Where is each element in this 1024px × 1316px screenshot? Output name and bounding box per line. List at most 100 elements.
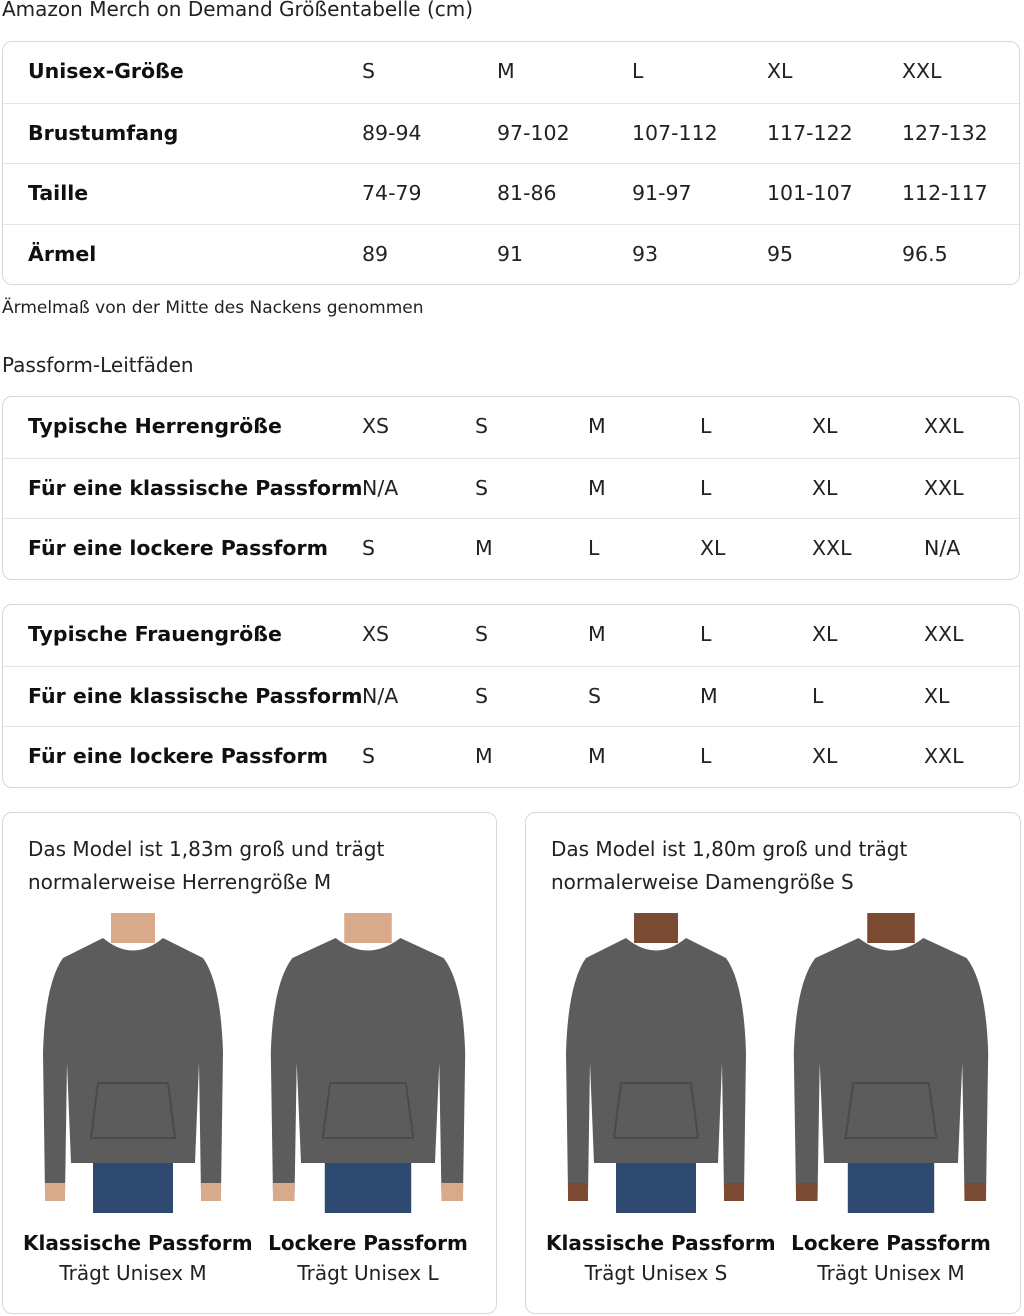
model-figure: Klassische Passform Trägt Unisex M (23, 913, 253, 1285)
model-card-women: Das Model ist 1,80m groß und trägt norma… (525, 812, 1021, 1314)
table-row: Ärmel 89 91 93 95 96.5 (3, 223, 1019, 285)
table-cell: 91 (497, 241, 524, 266)
table-cell: XXL (812, 536, 852, 560)
row-label: Typische Frauengröße (28, 622, 282, 646)
row-label: Unisex-Größe (28, 59, 184, 83)
table-cell: S (475, 414, 489, 438)
table-cell: M (497, 59, 515, 83)
table-cell: XXL (924, 414, 964, 438)
table-cell: 107-112 (632, 120, 718, 145)
size-table: Unisex-Größe S M L XL XXL Brustumfang 89-94 97-1… (2, 41, 1020, 285)
table-cell: 101-107 (767, 181, 853, 205)
row-label: Typische Herrengröße (28, 414, 282, 438)
table-cell: 74-79 (362, 181, 422, 205)
table-cell: XL (767, 59, 793, 83)
sleeve-note: Ärmelmaß von der Mitte des Nackens genom… (2, 298, 424, 318)
fit-size: Trägt Unisex S (584, 1261, 728, 1285)
table-cell: XL (812, 622, 838, 646)
table-cell: XXL (924, 744, 964, 768)
page-title: Amazon Merch on Demand Größentabelle (cm… (2, 0, 474, 21)
female-model-hoodie-relaxed-image (781, 913, 1001, 1213)
model-figure: Lockere Passform Trägt Unisex L (258, 913, 478, 1285)
table-cell: N/A (924, 536, 961, 560)
table-cell: S (475, 622, 489, 646)
model-card-men: Das Model ist 1,83m groß und trägt norma… (2, 812, 497, 1314)
table-row: Typische Herrengröße XS S M L XL XXL (3, 397, 1019, 458)
table-cell: S (362, 59, 376, 83)
table-cell: M (588, 744, 606, 768)
model-figure: Klassische Passform Trägt Unisex S (546, 913, 776, 1285)
table-cell: 95 (767, 241, 794, 266)
row-label: Für eine klassische Passform (28, 475, 363, 500)
table-cell: XXL (924, 622, 964, 646)
row-label: Für eine lockere Passform (28, 744, 328, 768)
male-model-hoodie-relaxed-image (258, 913, 478, 1213)
table-cell: M (588, 475, 606, 500)
row-label: Taille (28, 181, 89, 205)
table-row: Unisex-Größe S M L XL XXL (3, 42, 1019, 103)
table-cell: L (588, 536, 600, 560)
table-cell: S (475, 475, 489, 500)
table-cell: 89 (362, 241, 389, 266)
model-caption: Das Model ist 1,80m groß und trägt norma… (551, 837, 908, 894)
row-label: Ärmel (28, 241, 97, 266)
table-cell: S (362, 744, 376, 768)
male-model-hoodie-classic-image (23, 913, 243, 1213)
table-cell: 93 (632, 241, 659, 266)
table-cell: 81-86 (497, 181, 557, 205)
table-cell: XL (700, 536, 726, 560)
female-model-hoodie-classic-image (546, 913, 766, 1213)
men-fit-table: Typische Herrengröße XS S M L XL XXL Für eine k… (2, 396, 1020, 580)
table-cell: XXL (902, 59, 942, 83)
table-cell: M (588, 622, 606, 646)
table-row: Typische Frauengröße XS S M L XL XXL (3, 605, 1019, 666)
women-fit-table: Typische Frauengröße XS S M L XL XXL Für eine k… (2, 604, 1020, 788)
fit-size: Trägt Unisex M (59, 1261, 207, 1285)
table-row: Für eine lockere Passform S M M L XL XXL (3, 726, 1019, 787)
table-cell: 112-117 (902, 181, 988, 205)
table-row: Für eine lockere Passform S M L XL XXL N/A (3, 518, 1019, 579)
fit-size: Trägt Unisex M (817, 1261, 965, 1285)
fit-title: Lockere Passform (268, 1231, 468, 1255)
row-label: Für eine klassische Passform (28, 683, 363, 708)
table-row: Für eine klassische Passform N/A S M L XL XXL (3, 457, 1019, 519)
row-label: Für eine lockere Passform (28, 536, 328, 560)
table-cell: L (700, 414, 712, 438)
table-cell: N/A (362, 683, 399, 708)
table-cell: N/A (362, 475, 399, 500)
table-cell: XS (362, 414, 390, 438)
fit-guide-title: Passform-Leitfäden (2, 353, 194, 377)
table-cell: 117-122 (767, 120, 853, 145)
table-cell: XL (812, 744, 838, 768)
fit-size: Trägt Unisex L (297, 1261, 439, 1285)
table-cell: M (700, 683, 718, 708)
table-cell: L (700, 744, 712, 768)
table-cell: M (475, 536, 493, 560)
table-cell: M (475, 744, 493, 768)
table-cell: L (700, 622, 712, 646)
model-caption: Das Model ist 1,83m groß und trägt norma… (28, 837, 385, 894)
table-cell: 97-102 (497, 120, 570, 145)
table-cell: L (632, 59, 644, 83)
table-cell: S (588, 683, 602, 708)
fit-title: Klassische Passform (546, 1231, 776, 1255)
table-cell: XL (812, 414, 838, 438)
row-label: Brustumfang (28, 120, 179, 145)
table-cell: L (700, 475, 712, 500)
table-cell: M (588, 414, 606, 438)
fit-title: Klassische Passform (23, 1231, 253, 1255)
table-cell: 127-132 (902, 120, 988, 145)
table-row: Taille 74-79 81-86 91-97 101-107 112-117 (3, 163, 1019, 224)
fit-title: Lockere Passform (791, 1231, 991, 1255)
table-cell: 91-97 (632, 181, 692, 205)
table-cell: S (475, 683, 489, 708)
table-cell: XS (362, 622, 390, 646)
table-row: Für eine klassische Passform N/A S S M L XL (3, 665, 1019, 727)
table-row: Brustumfang 89-94 97-102 107-112 117-122 127-… (3, 102, 1019, 164)
table-cell: S (362, 536, 376, 560)
model-figure: Lockere Passform Trägt Unisex M (781, 913, 1001, 1285)
table-cell: 89-94 (362, 120, 422, 145)
table-cell: XL (812, 475, 838, 500)
table-cell: 96.5 (902, 241, 948, 266)
table-cell: L (812, 683, 824, 708)
